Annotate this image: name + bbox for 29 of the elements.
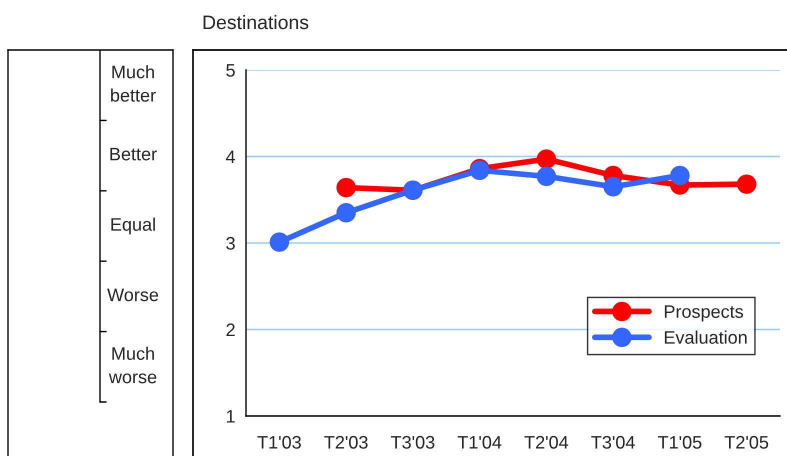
x-tick-label: T2'03: [324, 436, 368, 449]
y-tick-label: 1: [226, 410, 235, 423]
text: Better: [110, 148, 157, 160]
point: [336, 178, 356, 198]
chart-title: Destinations: [204, 14, 308, 30]
x-tick-label: T1'04: [458, 436, 502, 449]
x-tick-label: T3'04: [591, 436, 635, 449]
text: Much worse: [108, 346, 156, 384]
y-tick-label: 5: [226, 64, 235, 77]
x-tick-label: T2'05: [724, 436, 768, 449]
y-tick-label: 2: [226, 323, 235, 336]
legend-label: Evaluation: [664, 330, 747, 344]
text: Worse: [107, 288, 158, 302]
point: [603, 177, 623, 196]
point: [536, 166, 556, 186]
point: [336, 203, 356, 222]
legend-label: Prospects: [664, 305, 744, 322]
x-tick-label: T1'05: [658, 436, 702, 449]
y-tick-label: 4: [226, 150, 236, 164]
text: Much better: [111, 65, 156, 102]
x-tick-label: T2'04: [524, 436, 568, 449]
x-tick-label: T3'03: [390, 436, 434, 449]
y-tick-label: 3: [226, 236, 235, 250]
x-tick-label: T1'03: [257, 436, 301, 449]
point: [536, 149, 556, 169]
point: [670, 166, 690, 186]
text: Equal: [111, 218, 155, 234]
point: [736, 174, 756, 194]
point: [270, 232, 290, 252]
